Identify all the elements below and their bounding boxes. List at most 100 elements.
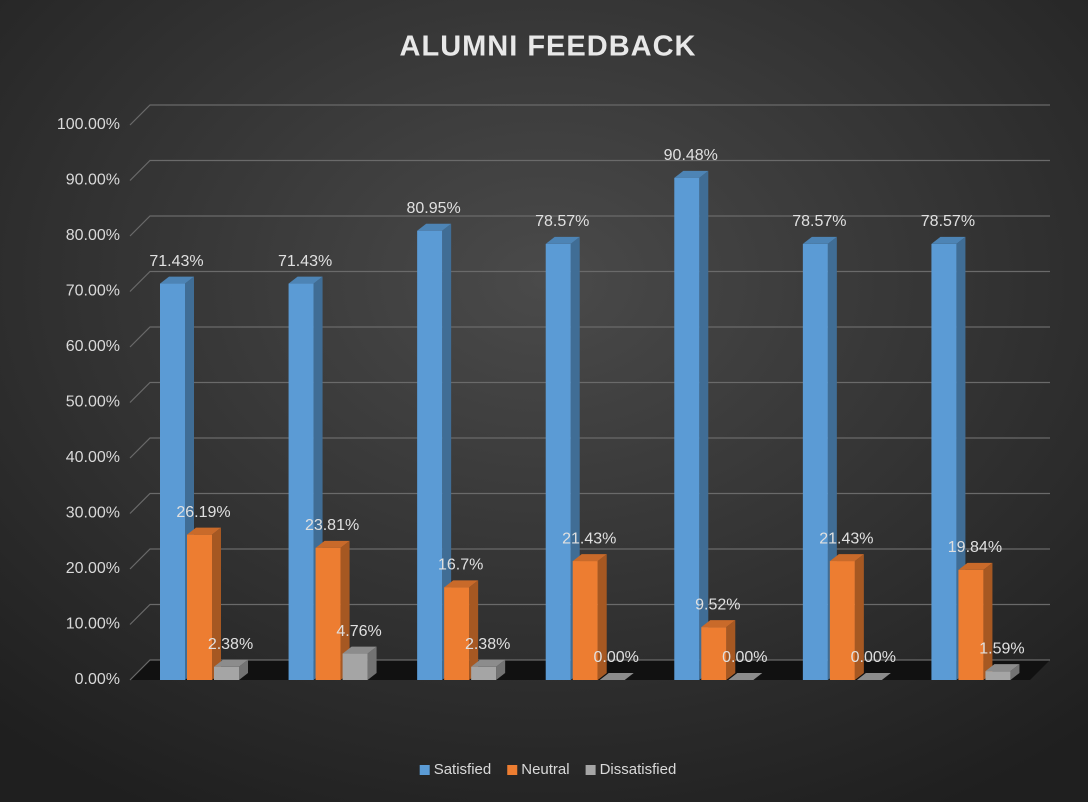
bar-top <box>958 562 993 570</box>
bar-side <box>367 646 377 680</box>
bar <box>985 671 1011 680</box>
legend-label: Satisfied <box>434 761 492 778</box>
bar-top <box>315 540 350 548</box>
bar-side <box>597 554 607 680</box>
bar-side <box>469 580 479 680</box>
grid-line <box>129 659 1050 681</box>
data-label: 0.00% <box>722 649 767 666</box>
bar <box>802 243 828 680</box>
data-label: 23.81% <box>305 517 359 534</box>
data-label: 1.59% <box>979 640 1024 657</box>
bar <box>342 653 368 680</box>
bar-top <box>931 236 966 244</box>
bar <box>160 283 185 680</box>
bar <box>417 230 443 681</box>
grid-line <box>129 159 1050 181</box>
grid-line <box>129 326 1050 348</box>
bar-side <box>212 527 221 680</box>
data-label: 78.57% <box>921 213 975 230</box>
bar-top <box>444 580 479 588</box>
y-tick-label: 40.00% <box>66 449 120 466</box>
bar <box>288 283 314 680</box>
bar-top <box>829 554 864 562</box>
data-label: 2.38% <box>208 636 253 653</box>
bar-side <box>496 659 506 680</box>
bar-top <box>545 236 580 244</box>
bar-top <box>160 276 194 284</box>
bar <box>958 569 984 680</box>
bar-top <box>985 664 1020 672</box>
data-label: 19.84% <box>948 539 1002 556</box>
bar-top <box>572 554 607 562</box>
data-label: 21.43% <box>819 530 873 547</box>
grid-line <box>129 215 1050 237</box>
bar-top <box>417 223 452 231</box>
data-label: 4.76% <box>336 623 381 640</box>
legend-swatch <box>585 765 596 775</box>
data-label: 71.43% <box>149 253 203 270</box>
bar-top <box>214 659 248 667</box>
data-label: 2.38% <box>465 636 510 653</box>
bar <box>315 547 341 680</box>
data-label: 26.19% <box>176 504 230 521</box>
data-label: 78.57% <box>535 213 589 230</box>
data-label: 9.52% <box>695 596 740 613</box>
bar-top <box>856 673 891 680</box>
y-tick-label: 20.00% <box>66 560 120 577</box>
bar <box>187 534 212 680</box>
bar-side <box>854 554 864 680</box>
chart-title: ALUMNI FEEDBACK <box>400 31 697 63</box>
y-tick-label: 60.00% <box>66 338 120 355</box>
data-label: 16.7% <box>438 557 483 574</box>
bar-top <box>674 170 709 178</box>
legend: Satisfied Neutral Dissatisfied <box>419 761 677 778</box>
data-label: 21.43% <box>562 530 616 547</box>
y-tick-label: 10.00% <box>66 616 120 633</box>
bar-top <box>187 527 221 535</box>
bar <box>545 243 571 680</box>
bar <box>829 561 855 680</box>
bar <box>471 666 497 680</box>
bar-top <box>342 646 377 654</box>
y-tick-label: 50.00% <box>66 394 120 411</box>
legend-label: Neutral <box>521 761 569 778</box>
legend-swatch <box>419 765 430 775</box>
data-label: 80.95% <box>407 200 461 217</box>
bar-side <box>340 540 350 680</box>
grid-line <box>129 492 1050 514</box>
data-label: 78.57% <box>792 213 846 230</box>
data-label: 0.00% <box>851 649 896 666</box>
bar <box>444 587 470 680</box>
data-label: 0.00% <box>594 649 639 666</box>
legend-swatch <box>507 765 518 775</box>
y-tick-label: 30.00% <box>66 505 120 522</box>
legend-label: Dissatisfied <box>600 761 677 778</box>
bar-top <box>802 236 837 244</box>
y-tick-label: 70.00% <box>66 283 120 300</box>
bar-top <box>728 673 763 680</box>
bar-side <box>239 659 248 680</box>
data-label: 90.48% <box>664 147 718 164</box>
grid-line <box>129 270 1050 292</box>
bar-top <box>288 276 323 284</box>
grid-line <box>129 104 1050 126</box>
bar-side <box>726 620 736 680</box>
y-tick-label: 100.00% <box>57 116 120 133</box>
bar-side <box>442 223 452 681</box>
y-tick-label: 90.00% <box>66 172 120 189</box>
y-tick-label: 0.00% <box>75 671 120 688</box>
bar-top <box>471 659 506 667</box>
bar-top <box>701 620 736 628</box>
bar <box>214 666 239 680</box>
grid-line <box>129 381 1050 403</box>
bar-side <box>699 170 709 680</box>
bar-side <box>983 562 993 680</box>
bar-side <box>1010 664 1020 680</box>
y-tick-label: 80.00% <box>66 227 120 244</box>
grid-line <box>129 603 1050 625</box>
grid-line <box>129 548 1050 570</box>
data-label: 71.43% <box>278 253 332 270</box>
bar <box>931 243 957 680</box>
bar-top <box>599 673 634 680</box>
